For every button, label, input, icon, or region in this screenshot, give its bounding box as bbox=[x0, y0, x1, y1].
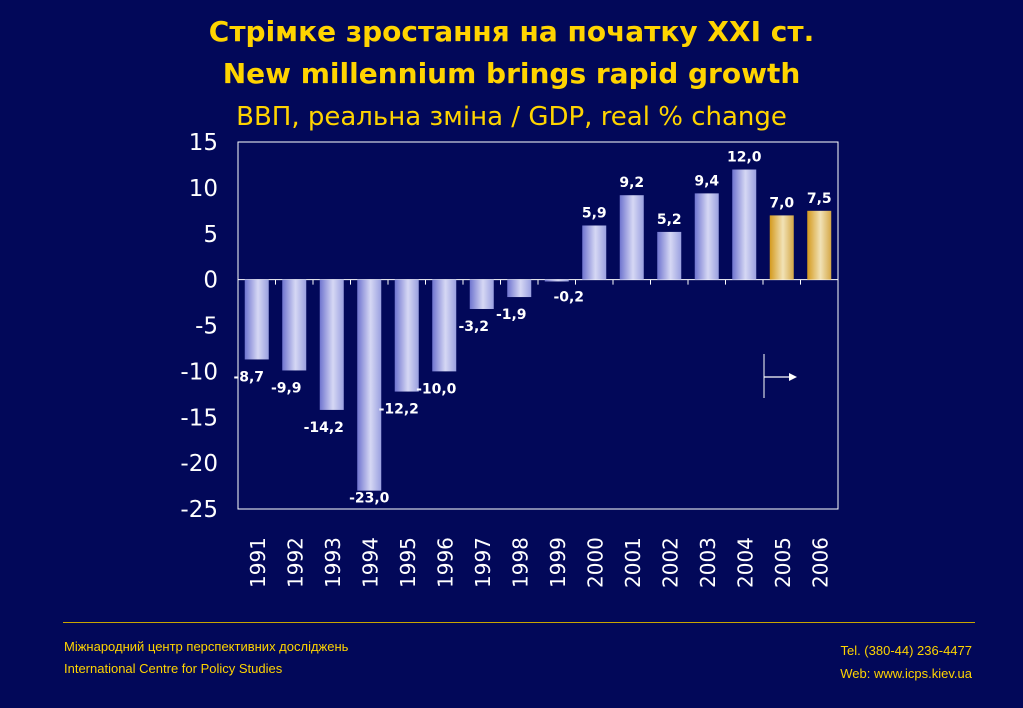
data-label-1996: -10,0 bbox=[416, 381, 457, 397]
x-tick-label-2002: 2002 bbox=[658, 537, 682, 588]
x-tick-label-1998: 1998 bbox=[508, 537, 532, 588]
data-label-2005: 7,0 bbox=[769, 195, 794, 211]
y-tick-label: -10 bbox=[180, 359, 218, 385]
x-tick-label-1996: 1996 bbox=[433, 537, 457, 588]
y-tick-label: -15 bbox=[180, 405, 218, 431]
y-tick-label: -25 bbox=[180, 497, 218, 523]
bar-2002 bbox=[657, 231, 682, 280]
x-tick-label-2001: 2001 bbox=[621, 537, 645, 588]
footer-phone: Tel. (380-44) 236-4477 bbox=[840, 643, 972, 658]
bar-1995 bbox=[394, 279, 419, 392]
y-tick-label: 0 bbox=[203, 268, 218, 294]
chart-title-english: New millennium brings rapid growth bbox=[222, 57, 801, 90]
y-axis: 15 10 5 0 -5 -10 -15 -20 -25 bbox=[180, 130, 218, 523]
data-label-1998: -1,9 bbox=[496, 307, 527, 323]
x-tick-label-1995: 1995 bbox=[396, 537, 420, 588]
bar-2001 bbox=[619, 195, 644, 280]
y-tick-label: -5 bbox=[195, 314, 218, 340]
bar-1993 bbox=[319, 279, 344, 410]
x-tick-label-2006: 2006 bbox=[808, 537, 832, 588]
y-tick-label: 15 bbox=[189, 130, 218, 156]
footer-org-english: International Centre for Policy Studies bbox=[64, 661, 283, 676]
y-tick-label: 10 bbox=[189, 176, 218, 202]
data-label-2001: 9,2 bbox=[619, 175, 644, 191]
x-tick-label-1999: 1999 bbox=[546, 537, 570, 588]
chart-subtitle: ВВП, реальна зміна / GDP, real % change bbox=[236, 102, 787, 132]
data-label-1993: -14,2 bbox=[304, 420, 344, 436]
data-labels: -8,7 -9,9 -14,2 -23,0 -12,2 -10,0 -3,2 -1,9 -0,2… bbox=[233, 150, 831, 507]
bar-2005 bbox=[769, 215, 794, 280]
forecast-marker bbox=[763, 354, 797, 398]
bar-2006 bbox=[807, 210, 832, 280]
data-label-1999: -0,2 bbox=[553, 290, 584, 306]
x-tick-label-1994: 1994 bbox=[358, 537, 382, 588]
bar-1991 bbox=[244, 279, 269, 360]
data-label-2006: 7,5 bbox=[807, 191, 832, 207]
y-tick-label: 5 bbox=[203, 222, 218, 248]
data-label-1997: -3,2 bbox=[458, 319, 489, 335]
bars bbox=[244, 169, 832, 491]
bar-1997 bbox=[469, 279, 494, 309]
data-label-2003: 9,4 bbox=[694, 173, 719, 189]
bar-1999 bbox=[544, 279, 569, 282]
bar-1996 bbox=[432, 279, 457, 372]
footer-web: Web: www.icps.kiev.ua bbox=[840, 666, 972, 681]
bar-2004 bbox=[732, 169, 757, 280]
bar-1994 bbox=[357, 279, 382, 491]
data-label-1995: -12,2 bbox=[379, 402, 419, 418]
plot-border bbox=[237, 141, 839, 510]
bar-1998 bbox=[507, 279, 532, 298]
x-tick-label-2003: 2003 bbox=[696, 537, 720, 588]
data-label-1992: -9,9 bbox=[271, 380, 302, 396]
x-tick-label-1991: 1991 bbox=[246, 537, 270, 588]
x-tick-label-1992: 1992 bbox=[283, 537, 307, 588]
data-label-2000: 5,9 bbox=[582, 205, 607, 221]
y-tick-label: -20 bbox=[180, 451, 218, 477]
data-label-2004: 12,0 bbox=[727, 150, 762, 166]
chart-title: Стрімке зростання на початку XXI ст. bbox=[208, 15, 815, 48]
x-tick-label-2005: 2005 bbox=[771, 537, 795, 588]
bar-1992 bbox=[282, 279, 307, 371]
bar-2000 bbox=[582, 225, 607, 280]
x-tick-label-2000: 2000 bbox=[583, 537, 607, 588]
data-label-2002: 5,2 bbox=[657, 212, 682, 228]
x-tick-label-1997: 1997 bbox=[471, 537, 495, 588]
x-tick-label-2004: 2004 bbox=[733, 537, 757, 588]
data-label-1994: -23,0 bbox=[349, 491, 390, 507]
footer-org-ukrainian: Міжнародний центр перспективних дослідже… bbox=[64, 639, 349, 654]
x-axis: 1991 1992 1993 1994 1995 1996 1997 1998 1999 2000… bbox=[246, 537, 833, 588]
bar-2003 bbox=[694, 193, 719, 280]
x-tick-label-1993: 1993 bbox=[321, 537, 345, 588]
footer-divider bbox=[63, 622, 975, 623]
data-label-1991: -8,7 bbox=[233, 369, 264, 385]
